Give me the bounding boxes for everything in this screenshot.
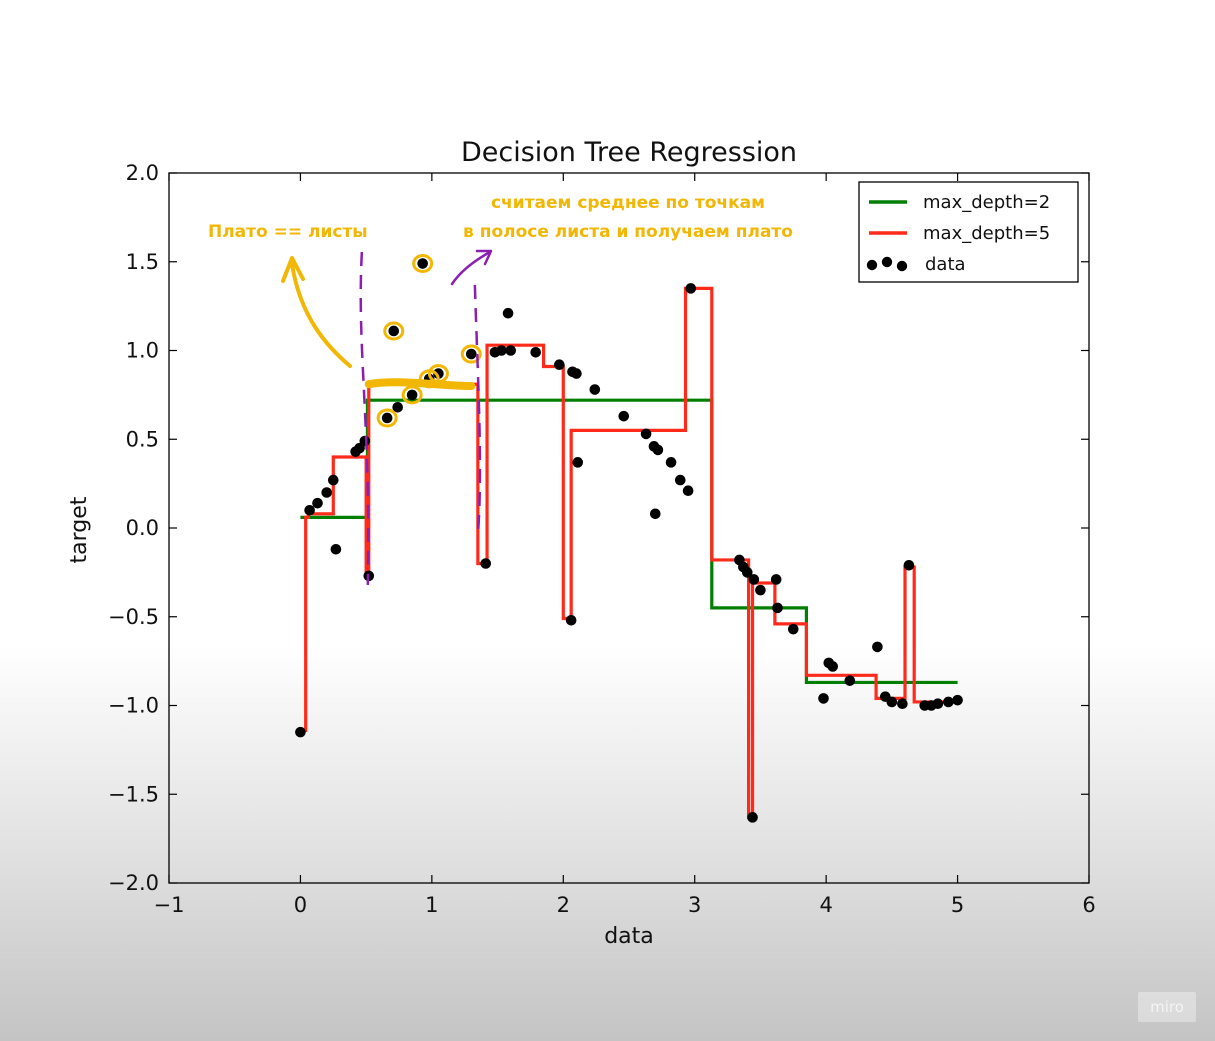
data-point bbox=[652, 444, 664, 456]
data-point bbox=[433, 368, 444, 379]
data-point bbox=[748, 574, 760, 585]
x-tick-label: 6 bbox=[1082, 893, 1095, 917]
x-tick-label: 0 bbox=[294, 893, 307, 917]
x-tick-label: 1 bbox=[425, 893, 438, 917]
legend-swatch-data bbox=[866, 256, 908, 272]
data-point bbox=[565, 615, 577, 626]
legend-label-max-depth-5: max_depth=5 bbox=[923, 223, 1050, 244]
data-point bbox=[330, 544, 342, 555]
y-tick-label: −0.5 bbox=[108, 605, 159, 629]
data-point bbox=[649, 508, 661, 520]
purple-arrowhead-icon bbox=[475, 249, 493, 266]
data-point bbox=[295, 726, 306, 738]
legend-label-data: data bbox=[925, 254, 966, 275]
purple-arrow-icon bbox=[450, 250, 492, 286]
data-point bbox=[747, 812, 758, 823]
y-tick-label: −1.0 bbox=[108, 694, 159, 718]
plateau-highlight-stroke bbox=[364, 378, 476, 390]
chart-title: Decision Tree Regression bbox=[461, 137, 797, 168]
data-point bbox=[502, 307, 514, 319]
data-point bbox=[665, 457, 677, 468]
data-point bbox=[388, 325, 400, 337]
data-point bbox=[304, 504, 315, 516]
data-point bbox=[381, 412, 393, 424]
x-tick-label: 4 bbox=[819, 893, 832, 917]
data-point bbox=[897, 698, 908, 710]
x-tick-label: 5 bbox=[951, 893, 964, 917]
data-point bbox=[321, 487, 333, 498]
x-tick-label: 3 bbox=[688, 893, 701, 917]
x-tick-label: 2 bbox=[557, 893, 570, 917]
y-tick-label: −1.5 bbox=[108, 782, 159, 806]
data-point bbox=[787, 623, 799, 635]
data-point bbox=[818, 693, 829, 704]
highlight-circle bbox=[460, 344, 482, 364]
data-point bbox=[741, 567, 753, 578]
data-point bbox=[952, 694, 963, 706]
data-point bbox=[417, 258, 428, 269]
y-tick-label: 0.0 bbox=[126, 516, 159, 540]
data-point bbox=[755, 584, 766, 596]
data-point bbox=[589, 384, 601, 395]
data-point bbox=[640, 428, 652, 440]
data-point bbox=[682, 485, 694, 497]
data-point bbox=[530, 346, 541, 358]
ticks-layer: −1 0 1 2 3 4 5 6 −2.0 −1.5 −1.0 −0.5 0.0 0.5 1.0 1.5 2.0 bbox=[108, 161, 1096, 917]
annotation-left-note: Плато == листы bbox=[208, 222, 368, 242]
data-point bbox=[572, 457, 584, 468]
leaf-band-right-boundary bbox=[473, 284, 482, 536]
data-point bbox=[772, 602, 783, 614]
data-point bbox=[674, 474, 686, 486]
miro-watermark: miro bbox=[1138, 992, 1196, 1022]
data-point bbox=[886, 696, 898, 708]
data-point bbox=[770, 574, 782, 585]
series-line-max-depth-5 bbox=[300, 286, 958, 819]
data-point bbox=[480, 558, 492, 569]
yellow-arrowhead-icon bbox=[281, 256, 305, 283]
highlight-circle bbox=[412, 254, 434, 274]
legend: max_depth=2 max_depth=5 data bbox=[858, 181, 1079, 283]
data-point bbox=[903, 559, 915, 571]
x-axis-title: data bbox=[604, 924, 654, 949]
annotation-layer bbox=[281, 249, 493, 586]
data-point bbox=[932, 698, 944, 710]
y-tick-label: −2.0 bbox=[108, 871, 159, 895]
highlight-circle bbox=[401, 385, 423, 405]
legend-label-max-depth-2: max_depth=2 bbox=[923, 192, 1050, 213]
data-point bbox=[327, 474, 339, 486]
y-tick-label: 1.0 bbox=[126, 339, 159, 363]
annotation-right-note-line2: в полосе листа и получаем плато bbox=[463, 222, 793, 242]
data-point bbox=[618, 410, 630, 422]
yellow-arrow-icon bbox=[290, 262, 352, 368]
y-axis-title: target bbox=[67, 496, 92, 563]
leaf-band-left-boundary bbox=[359, 251, 370, 586]
data-point bbox=[496, 345, 507, 356]
annotation-right-note-line1: считаем среднее по точкам bbox=[491, 193, 765, 213]
y-tick-label: 0.5 bbox=[126, 427, 159, 451]
data-point bbox=[406, 389, 418, 401]
data-point bbox=[359, 435, 371, 447]
series-line-max-depth-2 bbox=[300, 398, 958, 685]
data-point bbox=[872, 641, 883, 653]
data-point bbox=[554, 359, 565, 371]
y-tick-label: 2.0 bbox=[126, 161, 159, 185]
data-point bbox=[571, 368, 582, 379]
data-point bbox=[685, 283, 697, 294]
data-points-layer bbox=[295, 258, 963, 823]
data-point bbox=[844, 675, 856, 686]
data-point bbox=[312, 497, 323, 509]
x-tick-label: −1 bbox=[154, 893, 185, 917]
data-point bbox=[943, 696, 954, 708]
series-layer bbox=[300, 286, 958, 819]
y-tick-label: 1.5 bbox=[126, 250, 159, 274]
data-point bbox=[392, 402, 403, 413]
highlight-circle bbox=[376, 408, 398, 428]
data-point bbox=[465, 348, 477, 360]
data-point bbox=[827, 661, 839, 672]
data-point bbox=[505, 345, 517, 356]
highlight-circle bbox=[383, 321, 405, 341]
